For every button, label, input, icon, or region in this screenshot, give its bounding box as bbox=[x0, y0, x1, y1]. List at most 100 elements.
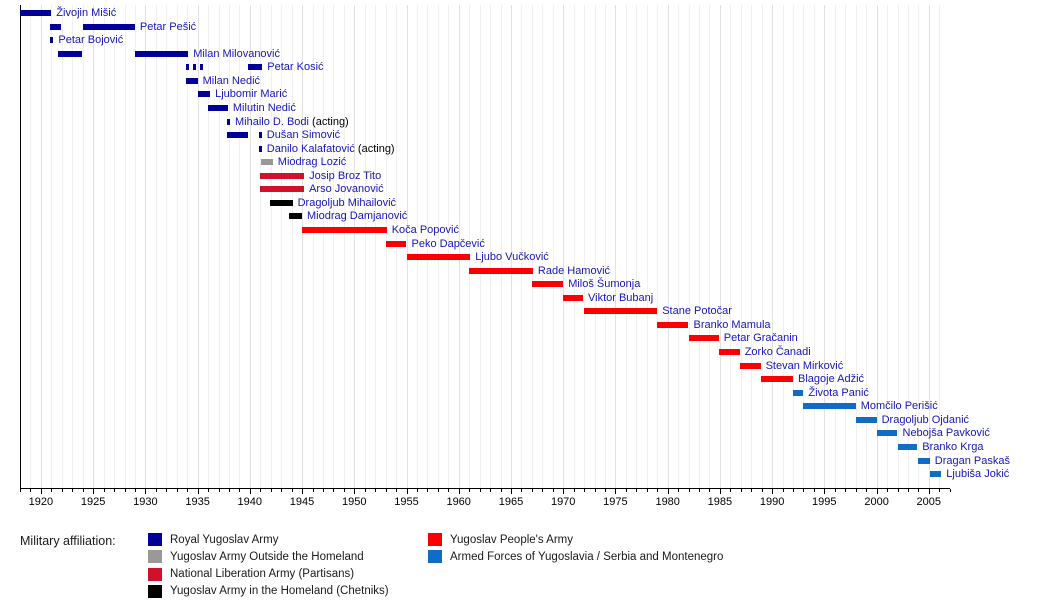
person-label[interactable]: Dušan Simović bbox=[267, 128, 340, 142]
person-name[interactable]: Ljubomir Marić bbox=[215, 88, 288, 101]
person-name[interactable]: Petar Bojović bbox=[58, 34, 124, 47]
person-label[interactable]: Dragoljub Ojdanić bbox=[882, 413, 969, 427]
axis-tick bbox=[103, 489, 105, 492]
person-label[interactable]: Ljubiša Jokić bbox=[946, 467, 1009, 481]
person-label[interactable]: Viktor Bubanj bbox=[588, 291, 653, 305]
person-name[interactable]: Dragoljub Ojdanić bbox=[881, 413, 970, 426]
person-label[interactable]: Dragoljub Mihailović bbox=[298, 196, 396, 210]
person-name[interactable]: Milutin Nedić bbox=[232, 101, 296, 114]
person-label[interactable]: Branko Krga bbox=[922, 440, 983, 454]
person-name[interactable]: Ljubiša Jokić bbox=[946, 468, 1010, 480]
person-name[interactable]: Petar Pešić bbox=[139, 20, 197, 33]
person-label[interactable]: Koča Popović bbox=[392, 223, 459, 237]
gridline-year bbox=[114, 5, 115, 488]
person-name[interactable]: Života Panić bbox=[808, 386, 869, 399]
person-label[interactable]: Miodrag Damjanović bbox=[307, 209, 407, 223]
person-name[interactable]: Ljubo Vučković bbox=[475, 251, 549, 264]
person-label[interactable]: Stane Potočar bbox=[662, 304, 732, 318]
axis-tick bbox=[51, 489, 53, 492]
person-name[interactable]: Stevan Mirković bbox=[765, 359, 844, 372]
person-name[interactable]: Peko Dapčević bbox=[411, 237, 485, 250]
person-label[interactable]: Petar Kosić bbox=[267, 60, 323, 74]
gridline-year bbox=[709, 5, 711, 488]
gridline-year bbox=[897, 5, 899, 488]
person-name[interactable]: Živojin Mišić bbox=[56, 7, 117, 19]
person-label[interactable]: Petar Pešić bbox=[140, 20, 196, 34]
person-label[interactable]: Petar Gračanin bbox=[724, 331, 798, 345]
axis-tick bbox=[82, 489, 84, 492]
person-label[interactable]: Mihailo D. Bodi (acting) bbox=[235, 115, 349, 129]
axis-tick bbox=[197, 489, 199, 494]
axis-tick bbox=[322, 489, 324, 492]
person-name[interactable]: Josip Broz Tito bbox=[309, 169, 382, 182]
person-name[interactable]: Petar Gračanin bbox=[723, 332, 798, 345]
axis-tick bbox=[500, 489, 502, 492]
axis-tick bbox=[375, 489, 377, 492]
person-label[interactable]: Ljubomir Marić bbox=[215, 87, 287, 101]
person-name[interactable]: Miodrag Lozić bbox=[277, 156, 347, 169]
person-label[interactable]: Milan Milovanović bbox=[193, 47, 280, 61]
axis-tick bbox=[740, 489, 742, 492]
axis-tick-label: 1975 bbox=[603, 496, 628, 508]
person-name[interactable]: Miloš Šumonja bbox=[568, 278, 641, 291]
person-name[interactable]: Mihailo D. Bodi bbox=[235, 115, 309, 128]
person-name[interactable]: Zorko Čanadi bbox=[744, 346, 811, 358]
legend-swatch-afy bbox=[428, 550, 442, 564]
person-label[interactable]: Josip Broz Tito bbox=[309, 169, 381, 183]
legend-label-royal: Royal Yugoslav Army bbox=[170, 533, 279, 546]
axis-tick bbox=[312, 489, 314, 492]
person-label[interactable]: Peko Dapčević bbox=[412, 237, 485, 251]
person-label[interactable]: Života Panić bbox=[808, 386, 869, 400]
person-name[interactable]: Koča Popović bbox=[391, 224, 459, 236]
person-name[interactable]: Danilo Kalafatović bbox=[266, 142, 355, 155]
person-name[interactable]: Dušan Simović bbox=[266, 129, 341, 141]
gridline-year bbox=[448, 5, 450, 488]
person-name[interactable]: Dragoljub Mihailović bbox=[297, 196, 397, 209]
axis-tick-label: 1970 bbox=[550, 496, 576, 508]
legend-label-partisans: National Liberation Army (Partisans) bbox=[170, 568, 355, 581]
person-label[interactable]: Danilo Kalafatović (acting) bbox=[267, 142, 395, 156]
axis-tick bbox=[646, 489, 648, 492]
person-name[interactable]: Nebojša Pavković bbox=[902, 427, 990, 440]
person-label[interactable]: Milutin Nedić bbox=[233, 101, 296, 115]
person-label[interactable]: Dragan Paskaš bbox=[935, 454, 1010, 468]
person-name[interactable]: Milan Nedić bbox=[202, 74, 261, 87]
person-label[interactable]: Miodrag Lozić bbox=[278, 155, 346, 169]
person-name[interactable]: Blagoje Adžić bbox=[798, 373, 865, 386]
legend-label-outside: Yugoslav Army Outside the Homeland bbox=[170, 550, 364, 563]
person-name[interactable]: Petar Kosić bbox=[267, 61, 324, 74]
person-label[interactable]: Rade Hamović bbox=[538, 264, 610, 278]
gridline-year bbox=[584, 5, 586, 488]
person-name[interactable]: Viktor Bubanj bbox=[588, 291, 654, 304]
person-label[interactable]: Ljubo Vučković bbox=[475, 250, 549, 264]
person-name[interactable]: Stane Potočar bbox=[662, 305, 732, 318]
person-name[interactable]: Momčilo Perišić bbox=[860, 400, 938, 413]
person-label[interactable]: Živojin Mišić bbox=[56, 6, 116, 20]
person-label[interactable]: Branko Mamula bbox=[694, 318, 771, 332]
person-label[interactable]: Nebojša Pavković bbox=[903, 426, 990, 440]
person-name[interactable]: Dragan Paskaš bbox=[934, 454, 1011, 467]
timeline-bar-segment bbox=[718, 349, 740, 355]
person-name[interactable]: Arso Jovanović bbox=[309, 183, 384, 196]
axis-tick bbox=[176, 489, 178, 492]
person-label[interactable]: Blagoje Adžić bbox=[798, 372, 864, 386]
person-label[interactable]: Milan Nedić bbox=[203, 74, 260, 88]
person-name[interactable]: Rade Hamović bbox=[537, 264, 611, 277]
person-label[interactable]: Miloš Šumonja bbox=[568, 277, 640, 291]
person-name[interactable]: Branko Krga bbox=[922, 440, 984, 453]
timeline-bar-segment bbox=[258, 132, 262, 138]
person-name[interactable]: Branko Mamula bbox=[693, 318, 771, 331]
gridline-year bbox=[479, 5, 481, 488]
timeline-bar-segment bbox=[226, 132, 248, 138]
timeline-bar-segment bbox=[186, 64, 190, 71]
person-label[interactable]: Arso Jovanović bbox=[309, 182, 384, 196]
person-label[interactable]: Zorko Čanadi bbox=[745, 345, 811, 359]
gridline-year bbox=[343, 5, 345, 488]
timeline-bar-segment bbox=[302, 227, 387, 233]
person-label[interactable]: Momčilo Perišić bbox=[861, 399, 938, 413]
gridline-year bbox=[542, 5, 544, 488]
person-name[interactable]: Milan Milovanović bbox=[193, 47, 280, 60]
person-label[interactable]: Stevan Mirković bbox=[766, 359, 844, 373]
person-name[interactable]: Miodrag Damjanović bbox=[307, 210, 408, 223]
person-label[interactable]: Petar Bojović bbox=[58, 33, 123, 47]
